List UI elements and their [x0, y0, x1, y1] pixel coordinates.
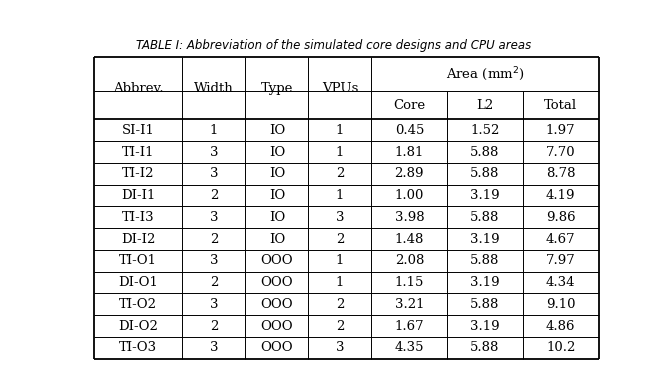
Text: 1.52: 1.52 — [470, 124, 500, 137]
Text: DI-O1: DI-O1 — [118, 276, 158, 289]
Text: IO: IO — [269, 167, 285, 180]
Text: 3.21: 3.21 — [395, 298, 424, 311]
Text: 3.19: 3.19 — [470, 189, 500, 202]
Text: 3: 3 — [210, 341, 218, 354]
Text: 3.19: 3.19 — [470, 320, 500, 332]
Text: IO: IO — [269, 233, 285, 246]
Text: TI-O3: TI-O3 — [119, 341, 157, 354]
Text: 2: 2 — [210, 233, 218, 246]
Text: Total: Total — [544, 99, 577, 112]
Text: DI-O2: DI-O2 — [118, 320, 158, 332]
Text: 7.70: 7.70 — [546, 146, 575, 159]
Text: DI-I2: DI-I2 — [121, 233, 156, 246]
Text: 2: 2 — [210, 189, 218, 202]
Text: 3: 3 — [210, 211, 218, 224]
Text: 2: 2 — [210, 276, 218, 289]
Text: 4.35: 4.35 — [395, 341, 424, 354]
Text: 3.98: 3.98 — [395, 211, 424, 224]
Text: L2: L2 — [477, 99, 493, 112]
Text: 3: 3 — [210, 298, 218, 311]
Text: 2: 2 — [336, 320, 344, 332]
Text: Core: Core — [393, 99, 425, 112]
Text: 2.08: 2.08 — [395, 254, 424, 267]
Text: DI-I1: DI-I1 — [121, 189, 156, 202]
Text: 3: 3 — [336, 211, 344, 224]
Text: 3.19: 3.19 — [470, 276, 500, 289]
Text: 1: 1 — [336, 146, 344, 159]
Text: OOO: OOO — [260, 254, 293, 267]
Text: Abbrev.: Abbrev. — [113, 82, 163, 95]
Text: 1.00: 1.00 — [395, 189, 424, 202]
Text: 2: 2 — [336, 167, 344, 180]
Text: IO: IO — [269, 189, 285, 202]
Text: 1.81: 1.81 — [395, 146, 424, 159]
Text: 0.45: 0.45 — [395, 124, 424, 137]
Text: 2: 2 — [336, 233, 344, 246]
Text: TABLE I: Abbreviation of the simulated core designs and CPU areas: TABLE I: Abbreviation of the simulated c… — [136, 39, 531, 52]
Text: 1.67: 1.67 — [395, 320, 424, 332]
Text: 7.97: 7.97 — [546, 254, 575, 267]
Text: IO: IO — [269, 146, 285, 159]
Text: 1: 1 — [336, 254, 344, 267]
Text: 3: 3 — [210, 167, 218, 180]
Text: SI-I1: SI-I1 — [122, 124, 154, 137]
Text: TI-O1: TI-O1 — [119, 254, 157, 267]
Text: OOO: OOO — [260, 298, 293, 311]
Text: 5.88: 5.88 — [470, 167, 500, 180]
Text: 2.89: 2.89 — [395, 167, 424, 180]
Text: VPUs: VPUs — [322, 82, 358, 95]
Text: 5.88: 5.88 — [470, 254, 500, 267]
Text: Width: Width — [194, 82, 234, 95]
Text: IO: IO — [269, 124, 285, 137]
Text: 2: 2 — [336, 298, 344, 311]
Text: 1.15: 1.15 — [395, 276, 424, 289]
Text: 1: 1 — [210, 124, 218, 137]
Text: TI-I2: TI-I2 — [122, 167, 154, 180]
Text: TI-I1: TI-I1 — [122, 146, 154, 159]
Text: 1.48: 1.48 — [395, 233, 424, 246]
Text: 1: 1 — [336, 276, 344, 289]
Text: 4.86: 4.86 — [546, 320, 575, 332]
Text: OOO: OOO — [260, 341, 293, 354]
Text: 5.88: 5.88 — [470, 341, 500, 354]
Text: IO: IO — [269, 211, 285, 224]
Text: TI-O2: TI-O2 — [119, 298, 157, 311]
Text: OOO: OOO — [260, 276, 293, 289]
Text: 3: 3 — [336, 341, 344, 354]
Text: 1: 1 — [336, 189, 344, 202]
Text: 3: 3 — [210, 254, 218, 267]
Text: 4.19: 4.19 — [546, 189, 575, 202]
Text: OOO: OOO — [260, 320, 293, 332]
Text: 9.86: 9.86 — [546, 211, 575, 224]
Text: 4.67: 4.67 — [546, 233, 575, 246]
Text: 1: 1 — [336, 124, 344, 137]
Text: 5.88: 5.88 — [470, 211, 500, 224]
Text: 2: 2 — [210, 320, 218, 332]
Text: 1.97: 1.97 — [546, 124, 575, 137]
Text: 10.2: 10.2 — [546, 341, 575, 354]
Text: Area (mm$^2$): Area (mm$^2$) — [446, 65, 524, 83]
Text: 5.88: 5.88 — [470, 298, 500, 311]
Text: 4.34: 4.34 — [546, 276, 575, 289]
Text: 8.78: 8.78 — [546, 167, 575, 180]
Text: Type: Type — [260, 82, 293, 95]
Text: 3: 3 — [210, 146, 218, 159]
Text: 9.10: 9.10 — [546, 298, 575, 311]
Text: 3.19: 3.19 — [470, 233, 500, 246]
Text: 5.88: 5.88 — [470, 146, 500, 159]
Text: TI-I3: TI-I3 — [122, 211, 154, 224]
